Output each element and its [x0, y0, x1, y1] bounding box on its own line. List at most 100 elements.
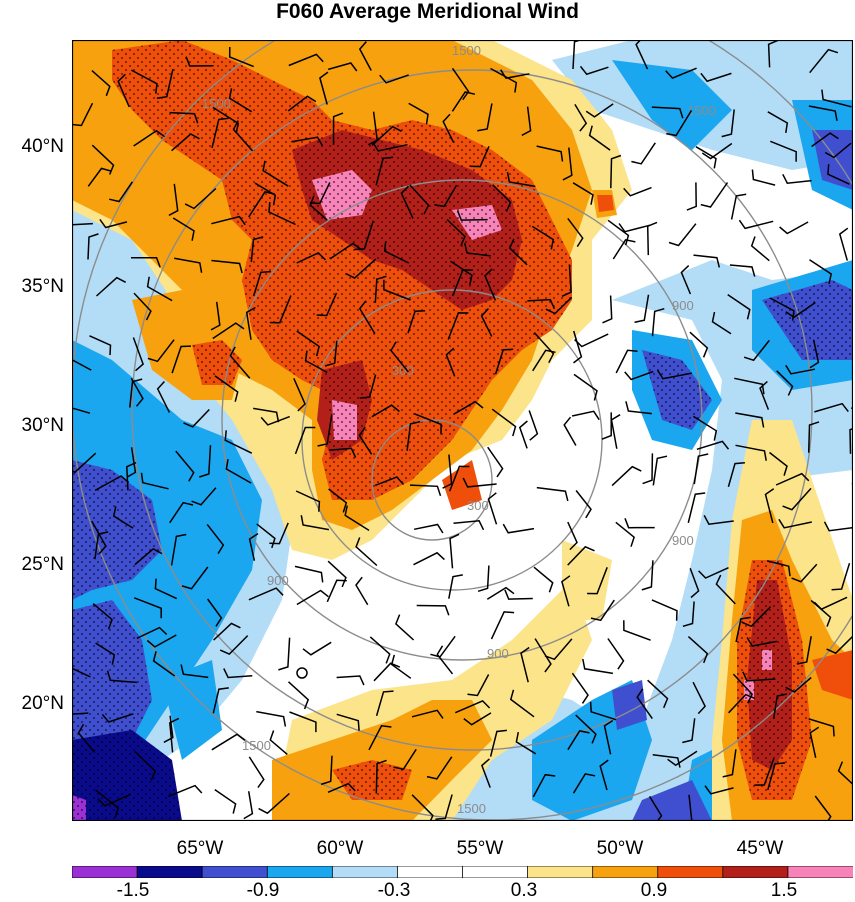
wind-barb: [642, 453, 654, 485]
wind-barb: [599, 759, 609, 791]
wind-barb: [750, 236, 770, 262]
wind-barb: [327, 62, 358, 72]
wind-barb: [289, 711, 317, 733]
wind-barb: [775, 472, 810, 486]
wind-barb: [359, 374, 377, 399]
wind-barb: [449, 465, 470, 492]
wind-barb: [807, 421, 820, 453]
wind-barb: [625, 401, 652, 415]
wind-barb: [72, 452, 97, 474]
wind-barb: [635, 40, 649, 70]
wind-barb: [809, 339, 820, 369]
colorbar-label: 0.9: [640, 880, 668, 901]
wind-barb: [631, 142, 656, 165]
wind-barb: [667, 750, 698, 767]
wind-barb: [87, 167, 112, 187]
wind-barb: [134, 750, 157, 781]
wind-barb: [504, 589, 533, 600]
wind-barb: [126, 447, 137, 478]
wind-barb: [112, 506, 134, 529]
wind-barb: [109, 181, 134, 203]
wind-barb: [332, 112, 344, 145]
wind-barb: [531, 225, 555, 250]
wind-barb: [624, 370, 654, 381]
wind-barb: [751, 169, 776, 186]
wind-barb: [634, 294, 650, 324]
wind-barb: [778, 518, 812, 529]
wind-barb: [269, 730, 288, 755]
colorbar-swatch: [592, 866, 659, 878]
wind-barb: [515, 731, 537, 755]
wind-barb: [487, 492, 498, 525]
wind-barb: [687, 492, 706, 523]
wind-barb: [133, 129, 166, 147]
wind-barb: [344, 505, 370, 532]
wind-barb: [823, 521, 853, 532]
wind-barb: [734, 377, 765, 395]
wind-barb: [610, 414, 621, 449]
wind-barb: [701, 142, 733, 160]
contour-label: 300: [392, 363, 414, 378]
wind-barb: [408, 102, 429, 125]
wind-barb: [776, 370, 794, 396]
wind-barb: [225, 458, 252, 484]
wind-barb: [572, 40, 583, 70]
wind-barb: [374, 275, 387, 303]
wind-barb: [132, 337, 144, 372]
wind-barb: [206, 523, 225, 554]
wind-barb: [693, 415, 718, 441]
wind-barb: [248, 756, 265, 789]
blue-region-se: [632, 780, 712, 821]
wind-barb: [611, 465, 642, 487]
wind-barb: [154, 578, 178, 600]
wind-barb: [767, 111, 789, 134]
wind-barb: [746, 637, 777, 647]
wind-barb: [700, 72, 732, 83]
wind-barb: [210, 301, 221, 331]
wind-barb: [536, 145, 564, 162]
wind-barb: [727, 461, 745, 488]
wind-barb: [133, 292, 152, 321]
colorbar-swatch: [787, 866, 853, 878]
wind-barb: [390, 654, 412, 679]
wind-barb: [254, 182, 277, 206]
wind-barb: [316, 292, 338, 317]
wind-barb: [809, 259, 833, 284]
wind-barb: [686, 182, 697, 211]
wind-barb: [561, 575, 571, 607]
wind-barb: [695, 146, 717, 169]
wind-barb: [809, 48, 839, 74]
wind-barb: [245, 306, 256, 340]
wind-barb: [647, 679, 669, 709]
wind-barb: [278, 637, 291, 671]
wind-barb: [603, 719, 614, 755]
wind-barb: [390, 341, 409, 373]
wind-barb: [97, 793, 132, 807]
wind-barb: [693, 453, 709, 485]
wind-barb: [327, 560, 347, 588]
wind-barb: [131, 69, 158, 94]
wind-barb: [575, 714, 597, 744]
wind-barb: [687, 636, 709, 664]
wind-barb: [228, 88, 252, 113]
contour-label: 900: [672, 533, 694, 548]
wind-barb: [607, 219, 630, 246]
stippling: [72, 40, 853, 821]
wind-barb: [536, 486, 569, 502]
wind-barb: [545, 296, 573, 315]
wind-barb: [156, 68, 174, 99]
wind-barb: [95, 789, 120, 818]
wind-barb: [849, 427, 853, 454]
colorbar-swatch: [657, 866, 724, 878]
wind-barb: [689, 331, 709, 358]
wind-barb: [413, 413, 442, 435]
wind-barb: [563, 416, 577, 446]
contour-label: 1500: [687, 103, 716, 118]
wind-barb: [448, 574, 463, 599]
wind-barb: [618, 223, 651, 233]
wind-barb: [491, 408, 517, 437]
contour-labels: 1500 1500 1500 900 900 900 900 300 300 1…: [202, 43, 716, 816]
wind-barb: [287, 681, 310, 710]
wind-barb: [327, 782, 356, 793]
wind-barb: [436, 645, 454, 675]
